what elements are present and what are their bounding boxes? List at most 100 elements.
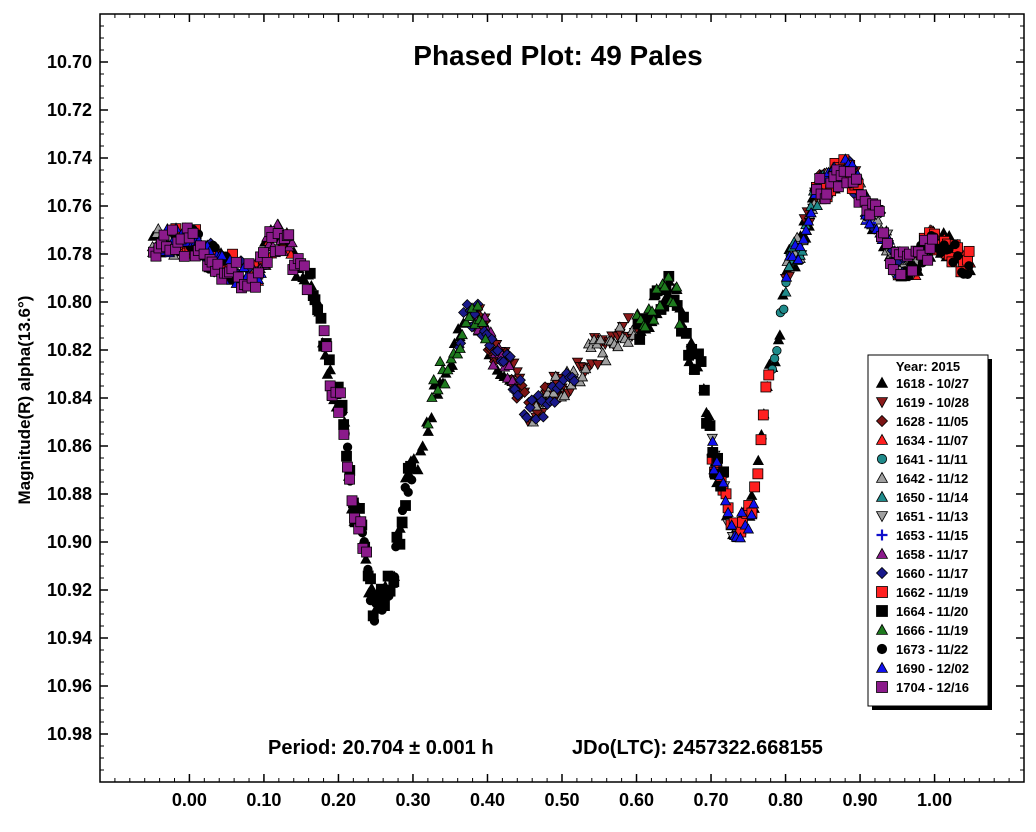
data-point	[476, 316, 489, 327]
data-point	[864, 209, 876, 221]
legend: Year: 2015 1618 - 10/27 1619 - 10/28 1628 -…	[867, 354, 992, 710]
x-tick-label: 0.90	[843, 790, 878, 810]
data-point	[290, 270, 303, 281]
y-tick-label: 10.72	[47, 100, 92, 120]
data-point	[622, 336, 634, 347]
data-point	[432, 384, 444, 395]
data-point	[377, 605, 387, 615]
data-point	[301, 284, 313, 296]
legend-marker	[876, 529, 888, 541]
legend-entry-label: 1619 - 10/28	[896, 395, 969, 410]
data-point	[760, 381, 772, 393]
data-point	[689, 364, 700, 375]
data-point	[792, 253, 804, 264]
data-point	[708, 464, 720, 475]
data-point	[662, 271, 675, 282]
data-point	[745, 508, 758, 520]
data-point	[394, 538, 405, 548]
data-point	[844, 166, 856, 178]
x-tick-label: 0.50	[544, 790, 579, 810]
data-point	[780, 271, 793, 282]
period-annotation: Period: 20.704 ± 0.001 h	[268, 737, 494, 759]
data-point	[250, 281, 261, 293]
data-point	[537, 411, 549, 423]
data-point	[341, 450, 352, 462]
data-point	[335, 387, 346, 399]
data-point	[446, 359, 458, 370]
legend-marker	[875, 511, 889, 523]
data-point	[253, 267, 264, 279]
data-point	[763, 369, 775, 381]
data-point	[479, 333, 492, 344]
data-point	[261, 257, 273, 268]
data-point	[422, 418, 434, 429]
legend-box	[867, 354, 989, 707]
data-point	[497, 356, 509, 368]
data-point	[772, 345, 782, 356]
data-point	[658, 280, 671, 292]
y-tick-label: 10.78	[47, 244, 92, 264]
data-point	[612, 340, 624, 352]
data-point	[797, 233, 810, 244]
data-point	[426, 391, 438, 402]
data-point	[558, 389, 571, 401]
legend-entry-label: 1660 - 11/17	[896, 566, 968, 581]
data-point	[309, 294, 321, 306]
series-group	[148, 164, 938, 558]
data-point	[678, 311, 689, 323]
data-point	[648, 314, 660, 325]
legend-marker	[875, 623, 889, 635]
y-tick-label: 10.76	[47, 196, 92, 216]
data-points-layer	[146, 153, 977, 626]
data-point	[361, 546, 372, 558]
data-point	[713, 469, 726, 481]
data-point	[274, 245, 286, 257]
data-point	[405, 460, 416, 472]
legend-marker	[875, 433, 889, 445]
x-tick-label: 0.30	[395, 790, 430, 810]
data-point	[487, 359, 499, 370]
data-point	[814, 173, 826, 184]
data-point	[746, 489, 758, 500]
data-point	[634, 334, 646, 345]
data-point	[600, 354, 612, 366]
data-point	[752, 468, 764, 480]
data-point	[964, 261, 974, 271]
data-point	[680, 327, 692, 339]
legend-entry-label: 1658 - 11/17	[896, 547, 968, 562]
data-point	[514, 374, 526, 386]
data-point	[948, 257, 958, 267]
data-point	[950, 239, 960, 250]
data-point	[779, 304, 789, 314]
data-point	[397, 505, 408, 516]
data-point	[187, 227, 199, 239]
data-point	[304, 267, 316, 279]
x-tick-label: 0.20	[321, 790, 356, 810]
data-point	[511, 367, 523, 378]
data-point	[492, 345, 504, 357]
data-point	[805, 206, 817, 218]
data-point	[944, 244, 954, 254]
legend-title: Year: 2015	[896, 359, 960, 374]
data-point	[283, 229, 295, 241]
data-point	[521, 411, 533, 424]
data-point	[504, 351, 516, 363]
data-point	[794, 240, 806, 251]
x-tick-label: 0.70	[694, 790, 729, 810]
data-point	[719, 495, 732, 506]
data-point	[747, 498, 760, 509]
data-point	[212, 258, 224, 270]
y-tick-label: 10.74	[47, 148, 92, 168]
data-point	[549, 396, 561, 408]
data-point	[962, 269, 973, 279]
data-point	[369, 616, 380, 626]
legend-entry-label: 1666 - 11/19	[896, 623, 968, 638]
legend-marker	[876, 453, 888, 465]
data-point	[365, 573, 376, 585]
data-point	[851, 173, 862, 185]
legend-entry-label: 1690 - 12/02	[896, 661, 969, 676]
legend-marker	[875, 397, 889, 409]
data-point	[428, 374, 440, 385]
data-point	[346, 495, 358, 507]
data-point	[463, 310, 475, 322]
